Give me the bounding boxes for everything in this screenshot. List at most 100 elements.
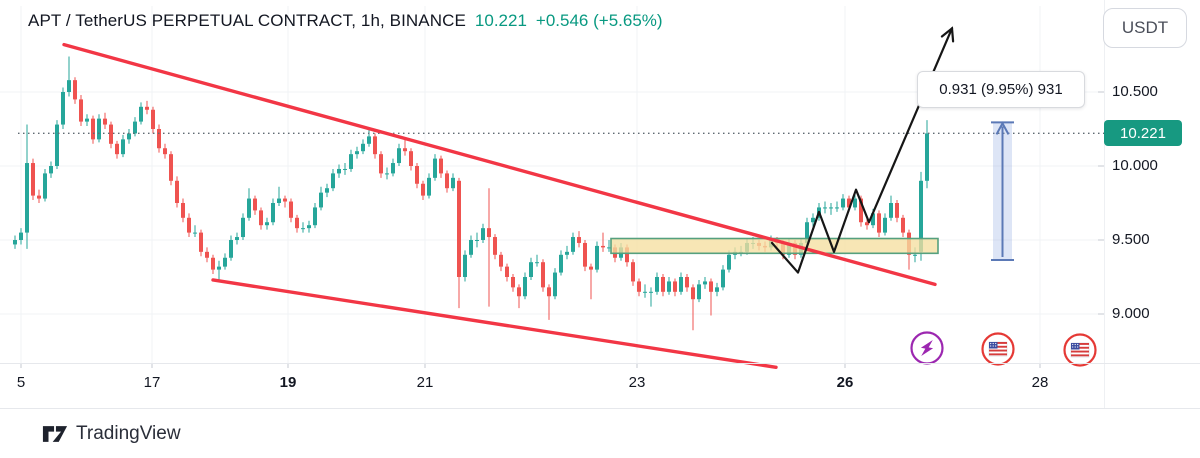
candle-body	[397, 148, 401, 164]
candle-body	[97, 118, 101, 140]
candle-body	[499, 254, 503, 267]
flag-star	[995, 345, 997, 347]
candle-body	[439, 158, 443, 174]
candle-body	[55, 124, 59, 166]
candle-body	[319, 192, 323, 208]
candle-body	[895, 203, 899, 218]
price-change-text: +0.546 (+5.65%)	[535, 11, 663, 30]
upper-trendline[interactable]	[62, 42, 937, 287]
candle-body	[631, 262, 635, 282]
flag-star	[1077, 346, 1079, 348]
candle-body	[823, 207, 827, 209]
candle-body	[727, 254, 731, 270]
candle-body	[853, 198, 857, 208]
candle-body	[625, 247, 629, 263]
measure-arrowhead	[995, 121, 1010, 135]
flag-star	[1072, 343, 1074, 346]
candle-body	[301, 228, 305, 230]
candle-body	[469, 240, 473, 255]
candle-body	[391, 163, 395, 174]
candle-body	[517, 287, 521, 297]
candlestick-series[interactable]	[13, 56, 929, 331]
candle-body	[385, 173, 389, 175]
us-flag-event-icon[interactable]	[1063, 333, 1097, 367]
candle-body	[481, 228, 485, 240]
candle-body	[253, 198, 257, 211]
candle-body	[637, 281, 641, 292]
flag-stripe	[989, 349, 1007, 352]
candle-body	[295, 217, 299, 229]
candle-body	[223, 257, 227, 267]
candle-body	[157, 129, 161, 149]
candle-body	[73, 80, 77, 100]
price-axis-separator	[1104, 0, 1105, 408]
candle-body	[79, 99, 83, 122]
candle-body	[451, 177, 455, 189]
candle-body	[169, 154, 173, 181]
price-axis-label: 9.000	[1112, 305, 1150, 322]
candle-body	[403, 148, 407, 152]
candle-body	[343, 168, 347, 170]
candle-body	[445, 173, 449, 189]
candle-body	[709, 281, 713, 292]
currency-toggle-button[interactable]: USDT	[1103, 8, 1187, 48]
candle-body	[847, 198, 851, 208]
flag-star	[990, 342, 992, 345]
candle-body	[901, 217, 905, 233]
candle-body	[433, 158, 437, 178]
candle-body	[841, 198, 845, 208]
tradingview-branding[interactable]: TradingView	[42, 423, 181, 445]
zigzag-projection-arrow[interactable]	[770, 27, 954, 274]
candle-body	[913, 254, 917, 256]
candle-body	[247, 198, 251, 218]
candle-body	[145, 106, 149, 110]
candle-body	[553, 272, 557, 297]
candle-body	[283, 198, 287, 202]
candle-body	[337, 168, 341, 174]
candle-body	[61, 92, 65, 125]
flag-star	[990, 345, 992, 347]
candle-body	[673, 281, 677, 292]
flag-star	[1072, 346, 1074, 348]
lightning-event-icon[interactable]	[910, 331, 944, 365]
candle-body	[829, 207, 833, 209]
candle-body	[151, 109, 155, 129]
candle-body	[25, 163, 29, 233]
candle-body	[85, 118, 89, 122]
price-range-measure-tool[interactable]	[991, 121, 1014, 261]
price-axis-label: 10.000	[1112, 157, 1158, 174]
candle-body	[667, 281, 671, 292]
chart-legend[interactable]: APT / TetherUS PERPETUAL CONTRACT, 1h, B…	[28, 11, 663, 31]
candle-body	[475, 240, 479, 241]
flag-stripe	[989, 342, 1007, 344]
candle-body	[379, 154, 383, 174]
candle-body	[421, 183, 425, 196]
candle-body	[67, 80, 71, 92]
candle-body	[529, 262, 533, 277]
candle-body	[601, 245, 605, 248]
candle-body	[373, 136, 377, 155]
lower-trendline[interactable]	[211, 278, 778, 369]
candle-body	[259, 210, 263, 226]
flag-stripe	[1071, 343, 1089, 345]
candle-body	[181, 203, 185, 218]
candle-body	[859, 198, 863, 223]
measure-callout-label[interactable]: 0.931 (9.95%) 931	[917, 71, 1085, 108]
us-flag-event-icon[interactable]	[981, 332, 1015, 366]
us-flag	[1070, 342, 1090, 358]
candle-body	[193, 232, 197, 234]
candle-body	[49, 166, 53, 174]
tradingview-logo-icon	[42, 426, 68, 442]
flag-stripe	[1071, 346, 1089, 349]
flag-canton	[989, 342, 998, 349]
symbol-title[interactable]: APT / TetherUS PERPETUAL CONTRACT, 1h, B…	[28, 11, 466, 30]
flag-star	[992, 342, 994, 345]
candle-body	[13, 240, 17, 245]
candle-body	[715, 287, 719, 292]
flag-stripe	[989, 353, 1007, 356]
candle-body	[121, 139, 125, 155]
arrowhead	[940, 26, 955, 43]
price-chart-canvas[interactable]	[0, 0, 1104, 410]
candle-body	[577, 237, 581, 243]
candle-body	[199, 232, 203, 252]
